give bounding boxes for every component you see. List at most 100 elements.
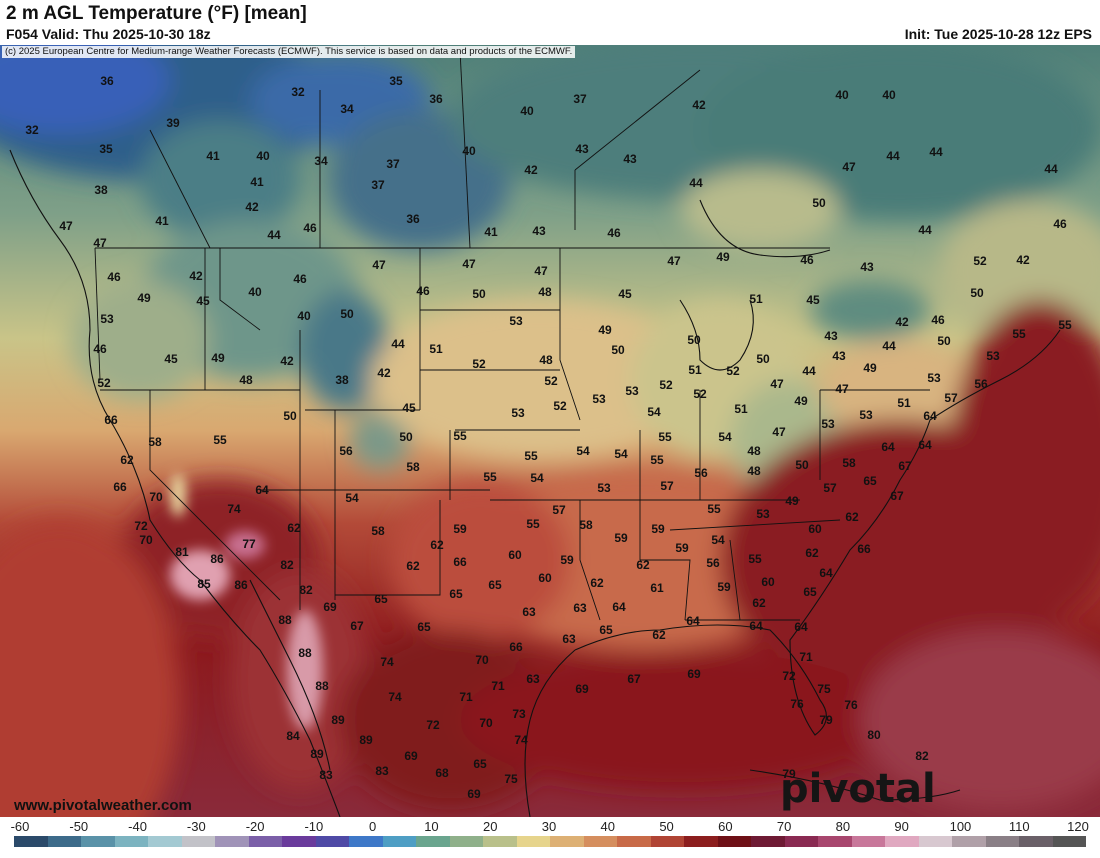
temperature-label: 50 [399, 430, 413, 444]
temperature-label: 47 [770, 377, 784, 391]
temperature-label: 89 [310, 747, 324, 761]
legend-swatch [449, 836, 483, 847]
temperature-label: 66 [453, 555, 467, 569]
temperature-label: 71 [799, 650, 813, 664]
temperature-label: 44 [882, 339, 896, 353]
temperature-label: 43 [532, 224, 546, 238]
legend-swatch [47, 836, 81, 847]
temperature-label: 66 [509, 640, 523, 654]
temperature-label: 64 [255, 483, 269, 497]
temperature-label: 71 [459, 690, 473, 704]
legend-tick-label: -40 [128, 819, 147, 834]
temperature-label: 54 [711, 533, 725, 547]
temperature-label: 58 [371, 524, 385, 538]
temperature-label: 53 [821, 417, 835, 431]
temperature-label: 43 [860, 260, 874, 274]
legend-colorbar [14, 836, 1086, 847]
legend-swatch [148, 836, 182, 847]
temperature-label: 38 [94, 183, 108, 197]
temperature-label: 72 [426, 718, 440, 732]
temperature-label: 55 [453, 429, 467, 443]
color-legend: -60 -50 -40 -30 -20 -10 0 10 20 30 40 50 60 70 80 90 100… [0, 817, 1100, 850]
temperature-label: 83 [319, 768, 333, 782]
legend-tick-label: -10 [304, 819, 324, 834]
temperature-label: 45 [164, 352, 178, 366]
temperature-label: 55 [1058, 318, 1072, 332]
temperature-label: 68 [435, 766, 449, 780]
temperature-label: 55 [213, 433, 227, 447]
legend-swatch [349, 836, 383, 847]
valid-time: F054 Valid: Thu 2025-10-30 18z [6, 26, 211, 42]
legend-swatch [1052, 836, 1086, 847]
legend-tick-label: -60 [10, 819, 30, 834]
temperature-label: 62 [652, 628, 666, 642]
temperature-label: 63 [522, 605, 536, 619]
temperature-label: 82 [299, 583, 313, 597]
temperature-label: 62 [120, 453, 134, 467]
temperature-label: 46 [931, 313, 945, 327]
temperature-label: 40 [297, 309, 311, 323]
temperature-label: 49 [598, 323, 612, 337]
temperature-label: 73 [512, 707, 526, 721]
temperature-label: 82 [280, 558, 294, 572]
temperature-label: 53 [100, 312, 114, 326]
temperature-label: 62 [590, 576, 604, 590]
temperature-label: 43 [623, 152, 637, 166]
legend-tick-label: 100 [949, 819, 972, 834]
temperature-label: 56 [706, 556, 720, 570]
temperature-label: 64 [923, 409, 937, 423]
legend-tick-label: 120 [1067, 819, 1089, 834]
temperature-label: 55 [658, 430, 672, 444]
temperature-label: 47 [534, 264, 548, 278]
temperature-label: 86 [210, 552, 224, 566]
temperature-label: 59 [651, 522, 665, 536]
temperature-label: 65 [449, 587, 463, 601]
temperature-label: 75 [817, 682, 831, 696]
temperature-label: 72 [134, 519, 148, 533]
legend-tick-label: -50 [69, 819, 89, 834]
temperature-label: 53 [592, 392, 606, 406]
temperature-label: 88 [315, 679, 329, 693]
legend-tick-label: 40 [600, 819, 615, 834]
temperature-label: 50 [756, 352, 770, 366]
temperature-label: 42 [692, 98, 706, 112]
temperature-label: 48 [239, 373, 253, 387]
temperature-label: 74 [227, 502, 241, 516]
temperature-label: 64 [819, 566, 833, 580]
temperature-label: 34 [340, 102, 354, 116]
temperature-label: 40 [882, 88, 896, 102]
temperature-label: 88 [278, 613, 292, 627]
legend-swatch [282, 836, 316, 847]
temperature-label: 52 [726, 364, 740, 378]
temperature-label: 53 [597, 481, 611, 495]
temperature-label: 47 [93, 236, 107, 250]
temperature-label: 44 [802, 364, 816, 378]
temperature-label: 40 [835, 88, 849, 102]
temperature-label: 58 [842, 456, 856, 470]
temperature-label: 67 [350, 619, 364, 633]
temperature-map[interactable]: 36 35 32 36 37 40 42 40 40 34 32 39 35 41 40 34 37 40 43 43… [0, 45, 1100, 817]
temperature-label: 69 [404, 749, 418, 763]
temperature-label: 89 [331, 713, 345, 727]
temperature-label: 64 [749, 619, 763, 633]
temperature-label: 58 [406, 460, 420, 474]
temperature-label: 65 [803, 585, 817, 599]
temperature-label: 69 [467, 787, 481, 801]
temperature-label: 45 [402, 401, 416, 415]
temperature-label: 64 [794, 620, 808, 634]
temperature-label: 62 [430, 538, 444, 552]
temperature-label: 62 [805, 546, 819, 560]
temperature-label: 60 [808, 522, 822, 536]
legend-swatch [550, 836, 584, 847]
temperature-label: 66 [104, 413, 118, 427]
political-borders [94, 49, 930, 621]
temperature-label: 47 [462, 257, 476, 271]
temperature-label: 41 [155, 214, 169, 228]
temperature-label: 55 [707, 502, 721, 516]
legend-swatch [181, 836, 215, 847]
temperature-label: 79 [819, 713, 833, 727]
temperature-label: 67 [898, 459, 912, 473]
legend-swatch [751, 836, 785, 847]
website-url[interactable]: www.pivotalweather.com [14, 797, 192, 814]
temperature-label: 46 [416, 284, 430, 298]
